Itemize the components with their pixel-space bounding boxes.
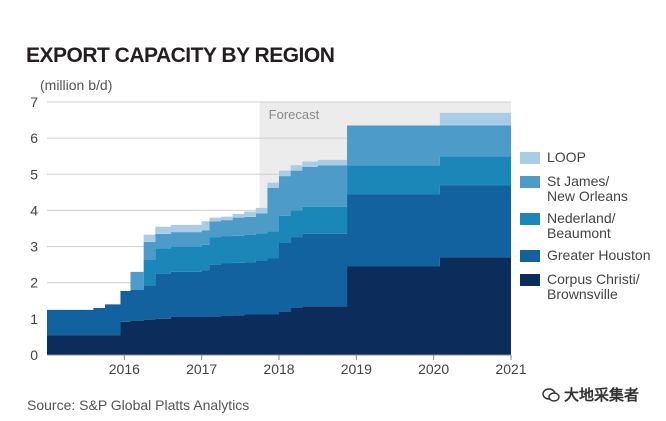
series-area: [47, 185, 511, 336]
y-tick-label: 1: [30, 311, 38, 327]
x-tick-label: 2021: [495, 361, 526, 377]
x-tick-label: 2019: [341, 361, 372, 377]
wechat-icon: [542, 388, 560, 402]
x-tick-label: 2017: [186, 361, 217, 377]
legend-swatch: [520, 213, 540, 225]
forecast-label: Forecast: [269, 107, 320, 122]
y-tick-label: 6: [30, 130, 38, 146]
legend-item: St James/New Orleans: [520, 174, 660, 204]
y-tick-label: 7: [30, 94, 38, 110]
legend-swatch: [520, 250, 540, 262]
source-note: Source: S&P Global Platts Analytics: [27, 397, 250, 413]
legend-item: Corpus Christi/Brownsville: [520, 272, 660, 302]
legend-label: New Orleans: [547, 188, 628, 204]
legend-label: LOOP: [547, 149, 586, 165]
x-tick-label: 2016: [109, 361, 140, 377]
legend-label: Greater Houston: [547, 247, 651, 263]
y-tick-label: 5: [30, 166, 38, 182]
y-tick-label: 3: [30, 239, 38, 255]
y-tick-label: 4: [30, 202, 38, 218]
legend-label: Corpus Christi/: [547, 271, 640, 287]
series-area: [47, 257, 511, 355]
x-tick-label: 2020: [418, 361, 449, 377]
y-axis-unit-label: (million b/d): [40, 77, 113, 93]
legend-label: Nederland/: [547, 210, 616, 226]
legend-label: Brownsville: [547, 286, 618, 302]
x-tick-label: 2018: [263, 361, 294, 377]
legend-swatch: [520, 152, 540, 164]
chart-title: EXPORT CAPACITY BY REGION: [26, 44, 335, 67]
legend-swatch: [520, 176, 540, 188]
legend-item: Nederland/Beaumont: [520, 211, 660, 241]
y-tick-label: 2: [30, 275, 38, 291]
watermark-text: 大地采集者: [564, 387, 640, 404]
legend-swatch: [520, 274, 540, 286]
watermark: 大地采集者: [542, 384, 639, 405]
y-tick-label: 0: [30, 347, 38, 363]
series-area: [47, 125, 511, 310]
legend-item: LOOP: [520, 150, 660, 167]
legend-label: St James/: [547, 173, 610, 189]
legend-item: Greater Houston: [520, 248, 660, 265]
series-area: [47, 156, 511, 310]
legend-label: Beaumont: [547, 225, 611, 241]
chart-legend: LOOP St James/New Orleans Nederland/Beaumo…: [520, 150, 660, 309]
